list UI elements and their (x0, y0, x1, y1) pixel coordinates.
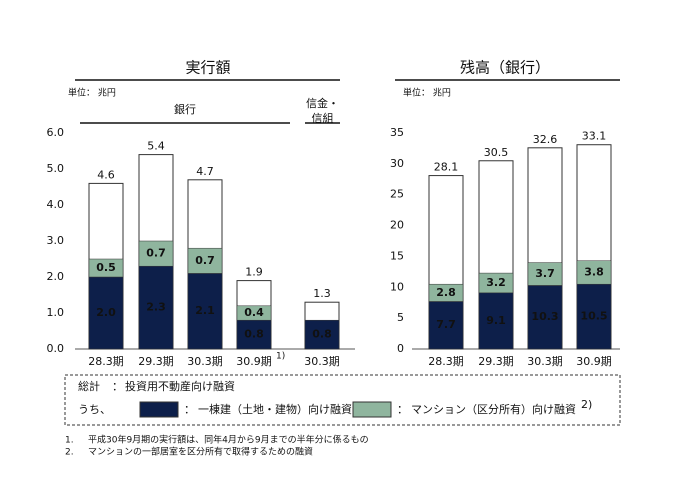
bar-segment (478, 272, 514, 294)
total-label: 30.5 (484, 146, 509, 159)
y-tick-label: 0.0 (47, 342, 65, 355)
total-label: 28.1 (434, 161, 459, 174)
panel-title: 残高（銀行） (460, 59, 550, 77)
segment-label: 2.3 (146, 301, 166, 314)
total-label: 5.4 (147, 140, 165, 153)
total-label: 1.9 (245, 266, 263, 279)
panel-title: 実行額 (185, 59, 230, 77)
segment-label: 2.0 (96, 306, 116, 319)
x-tick-label: 29.3期 (138, 355, 174, 368)
y-tick-label: 5 (397, 311, 404, 324)
footnote-number: 1. (65, 436, 74, 446)
y-tick-label: 1.0 (47, 306, 65, 319)
segment-label: 0.8 (312, 328, 332, 341)
segment-label: 9.1 (486, 314, 506, 327)
footnote-text: 平成30年9月期の実行額は、同年4月から9月までの半年分に係るもの (88, 434, 369, 446)
group-label: 信金・ (306, 96, 339, 110)
x-tick-note: 1) (276, 352, 285, 362)
total-label: 33.1 (582, 130, 607, 143)
bar-segment (236, 305, 272, 321)
total-label: 32.6 (533, 133, 558, 146)
y-tick-label: 30 (390, 157, 404, 170)
segment-label: 3.8 (584, 265, 604, 278)
segment-label: 3.7 (535, 267, 555, 280)
x-tick-label: 30.3期 (304, 355, 340, 368)
segment-label: 10.3 (531, 310, 558, 323)
segment-label: 0.7 (195, 254, 215, 267)
y-tick-label: 2.0 (47, 270, 65, 283)
bar-segment (88, 258, 124, 278)
y-tick-label: 10 (390, 280, 404, 293)
legend-sep: ： (397, 403, 408, 416)
segment-label: 2.8 (436, 286, 456, 299)
y-tick-label: 25 (390, 188, 404, 201)
segment-label: 0.5 (96, 261, 116, 274)
legend-sep: ： (112, 380, 123, 393)
total-label: 1.3 (313, 287, 331, 300)
legend-series: マンション（区分所有）向け融資 (411, 402, 576, 416)
bar-segment (304, 319, 340, 350)
legend-box (64, 374, 621, 426)
x-tick-label: 30.9期 (236, 355, 272, 368)
y-tick-label: 20 (390, 219, 404, 232)
bar-segment (576, 283, 612, 350)
x-tick-label: 30.3期 (187, 355, 223, 368)
total-label: 4.7 (196, 165, 214, 178)
legend-total: 総計 (78, 379, 100, 393)
bar-segment (478, 292, 514, 350)
segment-label: 3.2 (486, 276, 506, 289)
bar-segment (527, 262, 563, 286)
segment-label: 2.1 (195, 304, 215, 317)
bar-segment (138, 240, 174, 267)
segment-label: 0.7 (146, 247, 166, 260)
legend-sep: ： (184, 403, 195, 416)
footnote-text: マンションの一部居室を区分所有で取得するための融資 (88, 446, 313, 458)
bar-segment (527, 285, 563, 350)
bar-segment (236, 319, 272, 350)
y-tick-label: 35 (390, 126, 404, 139)
x-tick-label: 28.3期 (428, 355, 464, 368)
bar-segment (138, 265, 174, 350)
x-tick-label: 29.3期 (478, 355, 514, 368)
bar-segment (428, 301, 464, 350)
legend-total-name: 投資用不動産向け融資 (125, 379, 235, 393)
segment-label: 10.5 (580, 310, 607, 323)
y-tick-label: 15 (390, 249, 404, 262)
y-tick-label: 6.0 (47, 126, 65, 139)
bar-segment (88, 276, 124, 350)
unit-label: 単位： 兆円 (403, 87, 451, 99)
legend-of-which: うち、 (78, 403, 111, 416)
y-tick-label: 0 (397, 342, 404, 355)
group-label: 銀行 (174, 102, 196, 116)
x-tick-label: 30.3期 (527, 355, 563, 368)
bar-segment (187, 247, 223, 274)
bar-segment (187, 273, 223, 350)
y-tick-label: 3.0 (47, 234, 65, 247)
segment-label: 0.8 (244, 328, 264, 341)
total-label: 4.6 (97, 168, 115, 181)
footnote-number: 2. (65, 448, 74, 458)
unit-label: 単位： 兆円 (68, 87, 116, 99)
legend-series: 一棟建（土地・建物）向け融資 (198, 402, 352, 416)
legend-swatch (352, 401, 392, 418)
bar-segment (428, 283, 464, 302)
y-tick-label: 4.0 (47, 198, 65, 211)
legend-note: 2) (581, 398, 592, 411)
x-tick-label: 28.3期 (88, 355, 124, 368)
y-tick-label: 5.0 (47, 162, 65, 175)
segment-label: 7.7 (436, 318, 456, 331)
legend-swatch (139, 401, 179, 418)
x-tick-label: 30.9期 (576, 355, 612, 368)
bar-segment (576, 260, 612, 285)
segment-label: 0.4 (244, 306, 264, 319)
group-label: 信組 (312, 112, 334, 125)
